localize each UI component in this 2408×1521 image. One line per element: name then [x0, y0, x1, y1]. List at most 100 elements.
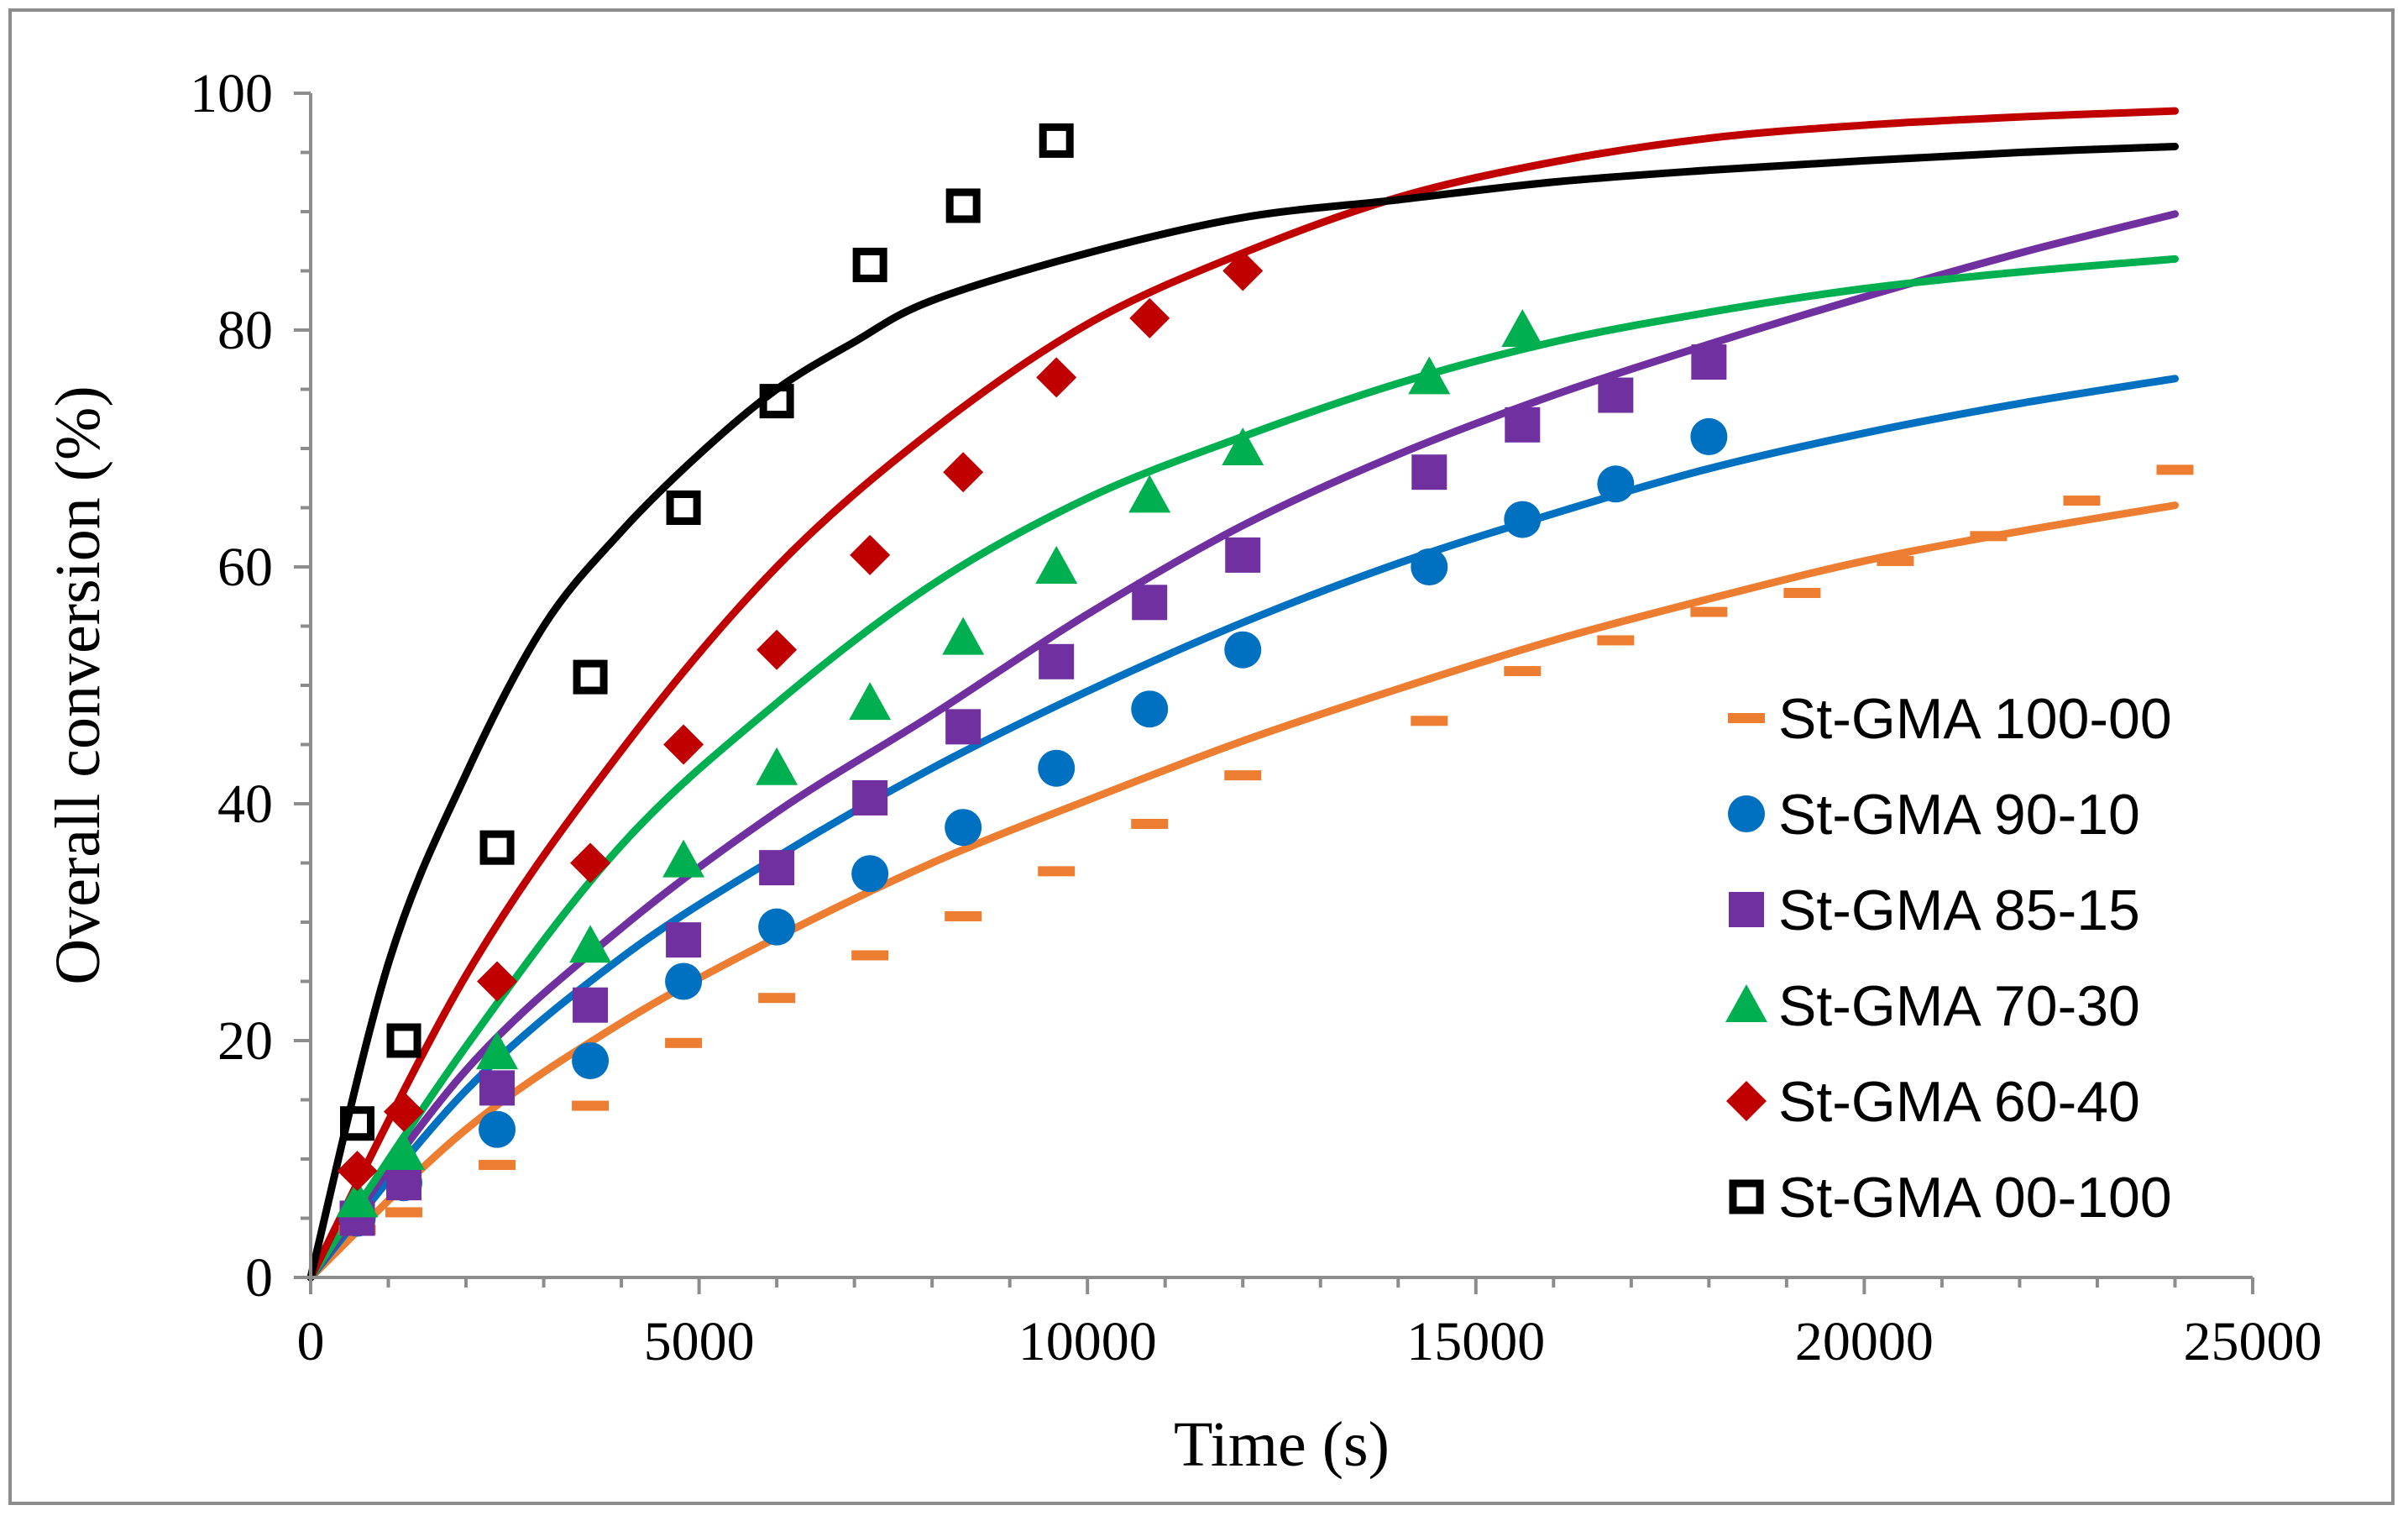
data-points: [336, 123, 2194, 1237]
data-point: [665, 1037, 703, 1048]
data-point: [756, 747, 798, 785]
data-point: [852, 779, 888, 816]
x-tick-label: 0: [297, 1311, 325, 1372]
data-point: [758, 908, 796, 946]
data-point: [386, 1165, 422, 1201]
data-point: [1970, 531, 2008, 542]
data-point: [1128, 475, 1171, 513]
legend-label: St-GMA 100-00: [1778, 687, 2172, 751]
fit-curve: [306, 254, 2179, 1282]
data-point: [1131, 818, 1169, 829]
data-point: [945, 188, 981, 223]
data-point: [759, 384, 794, 419]
legend-label: St-GMA 70-30: [1778, 974, 2140, 1038]
data-point: [383, 1131, 426, 1170]
x-tick-label: 5000: [644, 1311, 755, 1372]
y-tick-label: 0: [245, 1247, 273, 1309]
legend-label: St-GMA 90-10: [1778, 783, 2140, 847]
fit-curve: [306, 501, 2179, 1282]
data-point: [756, 629, 798, 670]
data-point: [479, 830, 515, 865]
data-point: [1691, 344, 1727, 380]
legend-marker: [1726, 1081, 1767, 1121]
axis-ticks: 0 20 40 60 80 100 0 5000 10000 15000 20000 25000: [190, 63, 2322, 1372]
data-point: [479, 1070, 516, 1106]
data-point: [340, 1106, 375, 1141]
y-tick-label: 80: [217, 300, 273, 361]
fit-curve: [306, 375, 2179, 1282]
data-point: [479, 1160, 516, 1171]
data-point: [851, 950, 889, 961]
fit-curve: [306, 142, 2179, 1282]
legend-label: St-GMA 85-15: [1778, 879, 2140, 942]
data-point: [1690, 417, 1728, 455]
data-point: [1036, 357, 1077, 398]
data-point: [666, 922, 702, 958]
data-point: [1131, 690, 1169, 728]
data-point: [1783, 588, 1821, 599]
data-point: [2156, 464, 2194, 475]
data-point: [852, 247, 887, 282]
legend: St-GMA 100-00 St-GMA 90-10 St-GMA 85-15 St-…: [1725, 687, 2172, 1230]
data-point: [385, 1207, 423, 1218]
data-point: [477, 961, 518, 1002]
data-point: [945, 910, 982, 921]
data-point: [1598, 377, 1634, 413]
data-point: [1039, 643, 1075, 679]
data-point: [1222, 250, 1264, 291]
data-point: [665, 962, 703, 1000]
data-point: [1225, 537, 1261, 573]
data-point: [384, 1091, 425, 1132]
legend-label: St-GMA 00-100: [1778, 1166, 2172, 1230]
data-point: [1132, 585, 1168, 621]
data-point: [1504, 501, 1542, 538]
x-tick-label: 25000: [2184, 1311, 2322, 1372]
data-point: [1038, 866, 1076, 877]
data-point: [1038, 749, 1076, 787]
data-point: [479, 1110, 516, 1148]
data-point: [849, 682, 892, 721]
data-point: [386, 1023, 421, 1058]
data-point: [1411, 548, 1448, 585]
legend-label: St-GMA 60-40: [1778, 1070, 2140, 1134]
data-point: [1224, 770, 1262, 781]
data-point: [945, 709, 982, 745]
data-point: [1411, 454, 1447, 490]
data-point: [942, 616, 985, 655]
data-point: [851, 855, 889, 893]
data-point: [569, 925, 612, 963]
data-point: [1222, 427, 1264, 465]
data-point: [663, 724, 704, 765]
data-point: [759, 850, 795, 886]
legend-marker: [1728, 795, 1765, 832]
y-tick-label: 60: [217, 537, 273, 598]
data-point: [1501, 309, 1544, 347]
data-point: [945, 809, 982, 847]
data-point: [1597, 635, 1635, 646]
data-point: [943, 452, 984, 493]
data-point: [1035, 546, 1078, 584]
data-point: [1877, 555, 1914, 566]
data-point: [476, 1031, 519, 1070]
data-point: [336, 1179, 379, 1218]
y-tick-label: 40: [217, 774, 273, 835]
data-point: [1504, 666, 1542, 677]
data-point: [1039, 123, 1074, 158]
legend-marker: [1729, 892, 1764, 927]
data-point: [666, 490, 701, 525]
data-point: [2063, 496, 2101, 506]
data-point: [572, 1041, 610, 1079]
data-point: [1505, 406, 1541, 443]
legend-marker: [1725, 984, 1767, 1022]
data-point: [337, 1151, 378, 1192]
data-point: [1411, 716, 1448, 726]
data-point: [850, 534, 891, 575]
x-tick-label: 15000: [1406, 1311, 1545, 1372]
y-tick-label: 20: [217, 1010, 273, 1072]
data-point: [1690, 606, 1728, 617]
fit-curve: [306, 107, 2179, 1282]
data-point: [1597, 465, 1635, 503]
legend-marker: [1729, 1179, 1764, 1214]
data-point: [1129, 297, 1170, 338]
